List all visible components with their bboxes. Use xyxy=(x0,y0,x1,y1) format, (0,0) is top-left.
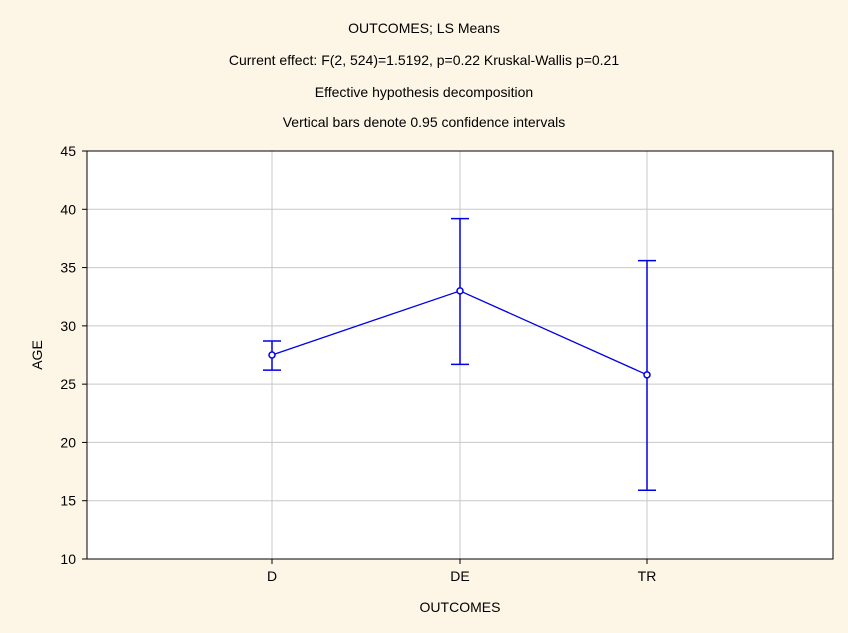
chart-subtitle-effect: Current effect: F(2, 524)=1.5192, p=0.22… xyxy=(228,52,620,68)
x-tick-label: TR xyxy=(638,568,657,584)
y-tick-label: 40 xyxy=(60,201,76,217)
series-layer xyxy=(263,217,656,491)
data-point xyxy=(268,351,276,359)
y-tick-label: 20 xyxy=(60,434,76,450)
y-tick-label: 35 xyxy=(60,260,76,276)
gridlines xyxy=(87,151,833,559)
x-tick-label: D xyxy=(267,568,277,584)
data-point xyxy=(643,371,651,379)
y-tick-label: 15 xyxy=(60,493,76,509)
y-axis-title: AGE xyxy=(29,340,45,370)
x-axis-title: OUTCOMES xyxy=(420,599,501,615)
y-tick-label: 25 xyxy=(60,376,76,392)
chart-subtitle-decomposition: Effective hypothesis decomposition xyxy=(314,84,534,100)
chart-title: OUTCOMES; LS Means xyxy=(348,20,500,36)
y-tick-label: 30 xyxy=(60,318,76,334)
chart-subtitle-intervals: Vertical bars denote 0.95 confidence int… xyxy=(282,114,566,130)
y-tick-label: 45 xyxy=(60,143,76,159)
x-tick-label: DE xyxy=(450,568,469,584)
axis-ticks: 10 15 20 25 30 35 40 45 D DE TR xyxy=(60,143,656,584)
data-point xyxy=(456,287,464,295)
plot-border xyxy=(86,150,834,560)
y-tick-label: 10 xyxy=(60,551,76,567)
